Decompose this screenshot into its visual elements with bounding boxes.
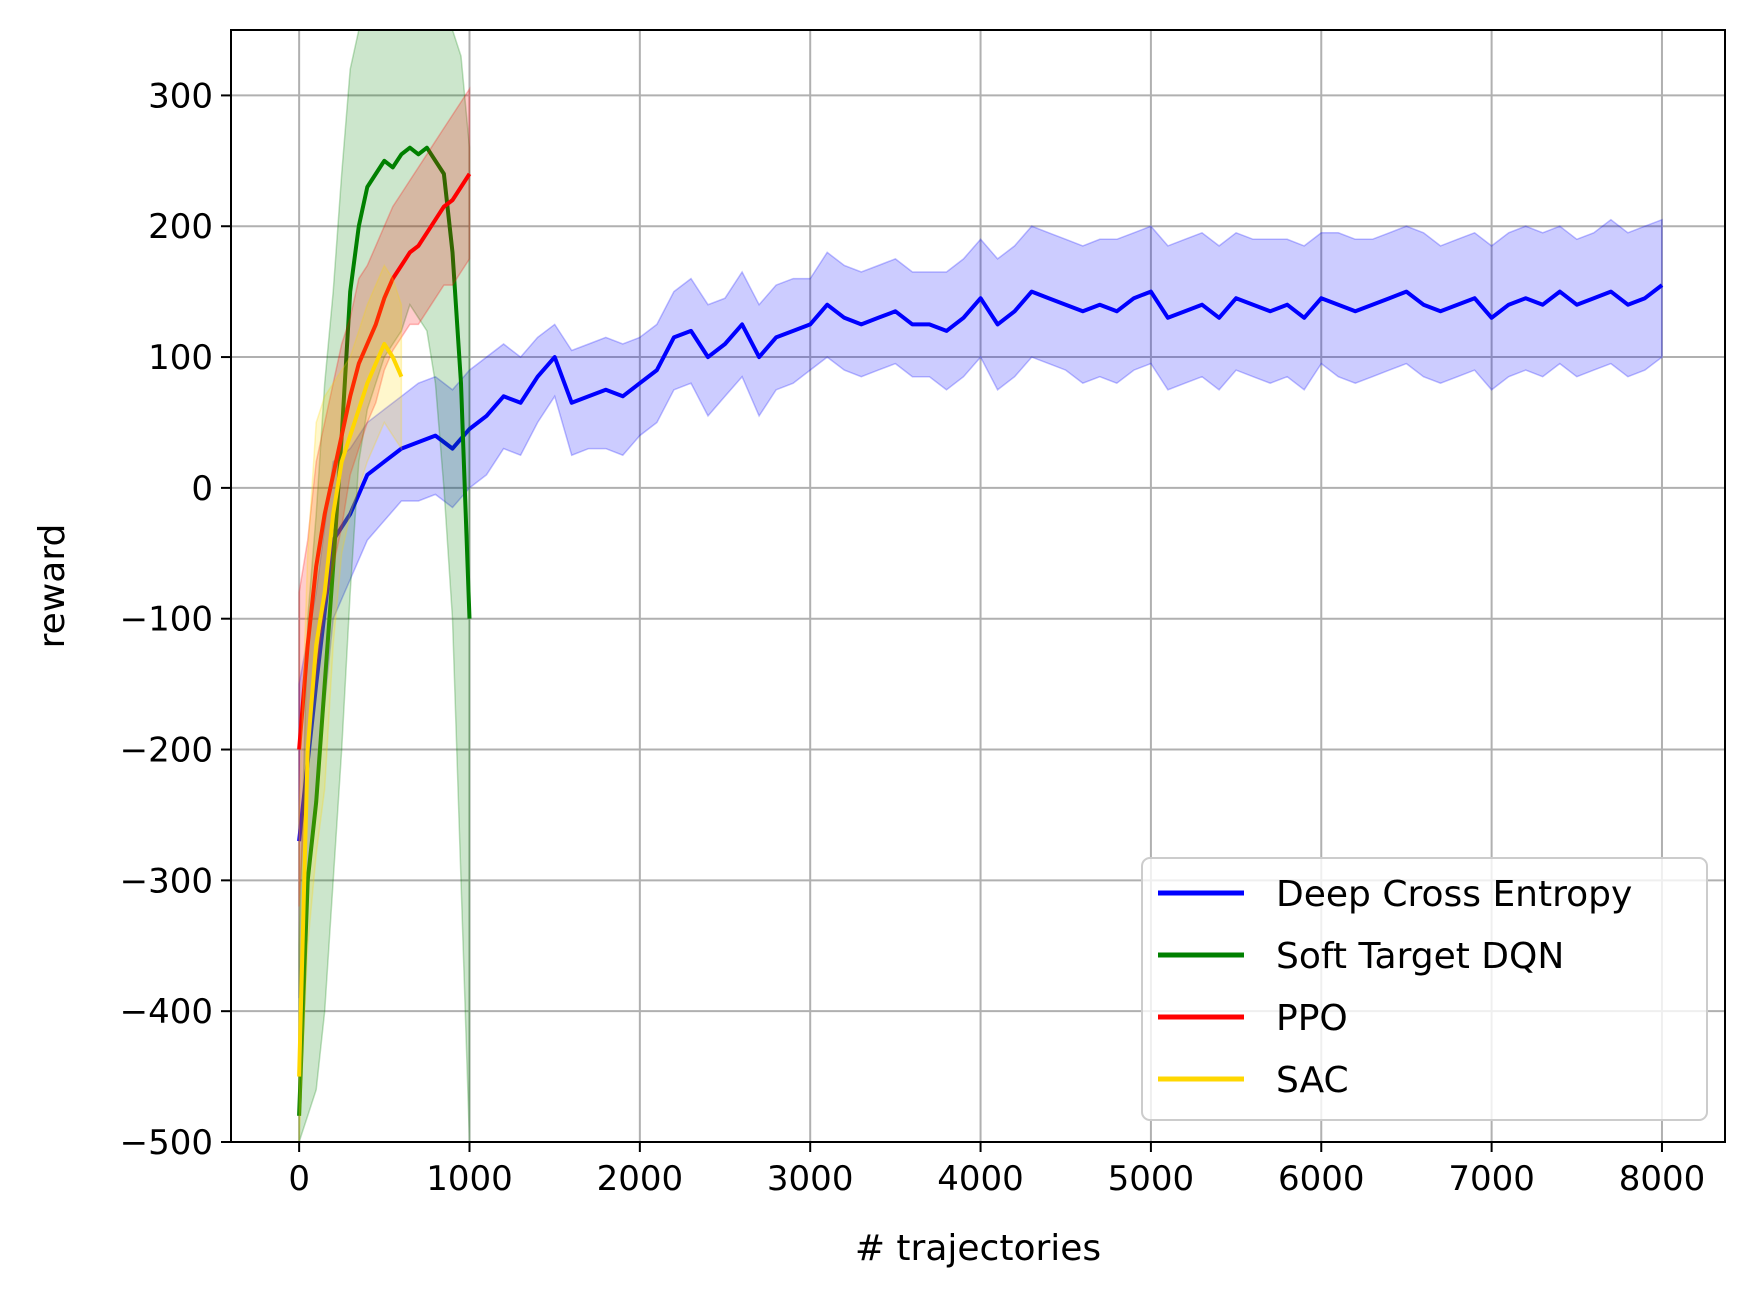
y-tick-label: −300 [120,861,213,901]
legend: Deep Cross Entropy Soft Target DQN PPO SAC [1141,857,1708,1121]
x-tick-label: 5000 [1108,1159,1195,1199]
ppo-band [298,86,471,907]
sac-band [298,263,403,1142]
y-tick-label: 300 [148,76,213,116]
x-tick-label: 3000 [767,1159,854,1199]
y-tick-label: −200 [120,731,213,771]
legend-box [1141,857,1708,1121]
legend-label: Deep Cross Entropy [1276,874,1632,915]
x-tick-label: 2000 [597,1159,684,1199]
y-tick-label: −400 [120,992,213,1032]
x-axis-label: # trajectories [855,1228,1101,1269]
x-tick-label: 6000 [1278,1159,1365,1199]
legend-label: SAC [1276,1060,1349,1101]
legend-label: PPO [1276,998,1348,1039]
soft-target-dqn-band [298,30,471,1142]
x-tick-label: 4000 [937,1159,1024,1199]
y-axis-label: reward [32,524,73,649]
y-tick-label: −100 [120,600,213,640]
x-tick-label: 0 [288,1159,310,1199]
x-tick-label: 7000 [1448,1159,1535,1199]
x-tick-label: 8000 [1619,1159,1706,1199]
tick-layer: 0 1000 2000 3000 4000 5000 6000 7000 8000−500−40… [120,76,1706,1199]
legend-label: Soft Target DQN [1276,936,1564,977]
y-tick-label: 200 [148,207,213,247]
y-tick-label: 100 [148,338,213,378]
deep-cross-entropy-band [298,218,1663,999]
sac-line [297,342,404,1077]
plot-frame [230,29,1726,1143]
y-tick-label: −500 [120,1123,213,1163]
ppo-line [297,172,472,750]
x-tick-label: 1000 [426,1159,513,1199]
soft-target-dqn-line [297,145,472,1116]
data-layer [297,30,1664,1142]
deep-cross-entropy-line [297,283,1664,842]
y-tick-label: 0 [191,469,213,509]
